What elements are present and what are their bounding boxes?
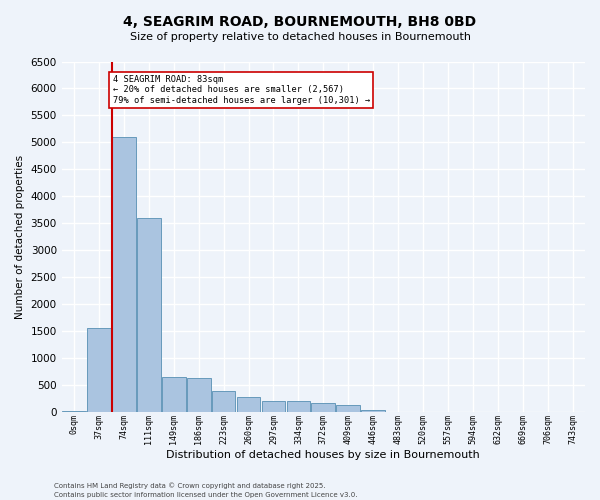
Text: 4, SEAGRIM ROAD, BOURNEMOUTH, BH8 0BD: 4, SEAGRIM ROAD, BOURNEMOUTH, BH8 0BD: [124, 15, 476, 29]
Bar: [237, 397, 260, 411]
Text: Contains public sector information licensed under the Open Government Licence v3: Contains public sector information licen…: [54, 492, 358, 498]
Bar: [187, 378, 211, 412]
Bar: [262, 401, 286, 411]
Bar: [311, 403, 335, 411]
Bar: [162, 376, 185, 412]
Y-axis label: Number of detached properties: Number of detached properties: [15, 154, 25, 318]
Bar: [212, 391, 235, 411]
Text: Contains HM Land Registry data © Crown copyright and database right 2025.: Contains HM Land Registry data © Crown c…: [54, 482, 325, 489]
Bar: [361, 410, 385, 412]
Bar: [287, 402, 310, 411]
Bar: [112, 137, 136, 411]
Bar: [87, 328, 111, 411]
Bar: [62, 411, 86, 412]
Text: Size of property relative to detached houses in Bournemouth: Size of property relative to detached ho…: [130, 32, 470, 42]
Text: 4 SEAGRIM ROAD: 83sqm
← 20% of detached houses are smaller (2,567)
79% of semi-d: 4 SEAGRIM ROAD: 83sqm ← 20% of detached …: [113, 75, 370, 105]
Bar: [337, 404, 360, 411]
X-axis label: Distribution of detached houses by size in Bournemouth: Distribution of detached houses by size …: [166, 450, 480, 460]
Bar: [137, 218, 161, 412]
